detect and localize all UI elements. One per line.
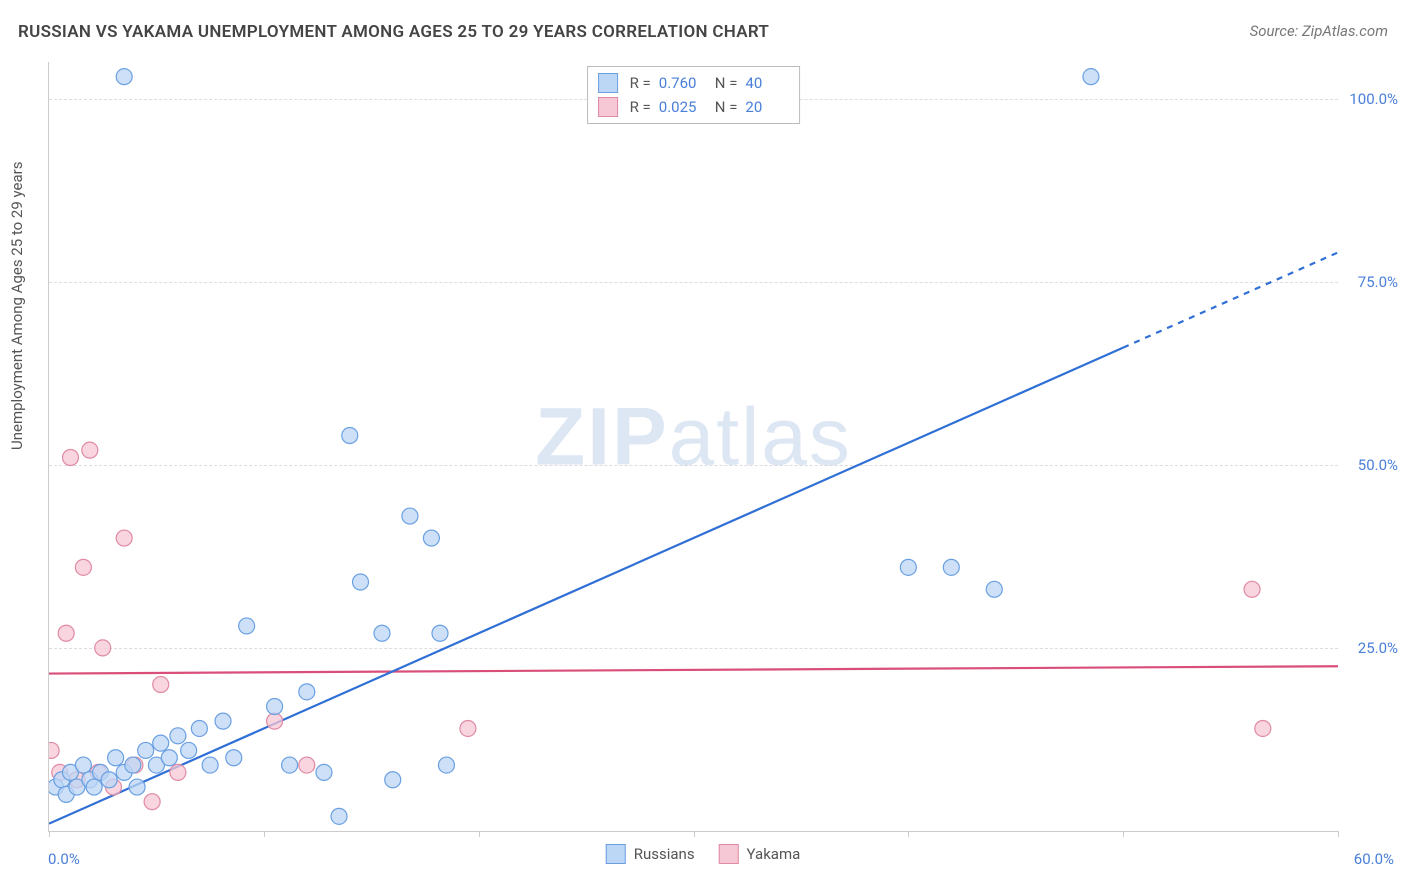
data-point [125,757,141,773]
legend-swatch-yakama [719,844,739,864]
legend-swatch-russians [598,73,618,93]
y-axis-label: Unemployment Among Ages 25 to 29 years [8,162,26,450]
data-point [267,713,283,729]
trend-line-extrapolated [1123,252,1338,347]
data-point [1255,720,1271,736]
data-point [460,720,476,736]
legend-item-yakama: Yakama [719,844,801,864]
trend-line [49,666,1338,673]
data-point [170,764,186,780]
data-point [129,779,145,795]
chart-svg [49,62,1338,831]
data-point [331,808,347,824]
legend-swatch-yakama [598,97,618,117]
stats-legend-row: R = 0.025 N = 20 [598,95,790,119]
trend-line [49,348,1123,824]
source-attribution: Source: ZipAtlas.com [1250,22,1388,40]
x-tick [479,831,480,837]
data-point [215,713,231,729]
bottom-legend: Russians Yakama [606,844,801,864]
n-value-yakama: 20 [745,98,789,116]
y-tick-label: 25.0% [1343,639,1398,657]
n-value-russians: 40 [745,74,789,92]
r-value-russians: 0.760 [659,74,703,92]
data-point [226,750,242,766]
data-point [282,757,298,773]
data-point [353,574,369,590]
data-point [432,625,448,641]
data-point [423,530,439,546]
legend-swatch-russians [606,844,626,864]
data-point [374,625,390,641]
r-label: R = [630,98,651,116]
r-label: R = [630,74,651,92]
data-point [58,625,74,641]
data-point [116,69,132,85]
data-point [62,449,78,465]
data-point [82,442,98,458]
data-point [438,757,454,773]
data-point [1244,581,1260,597]
data-point [144,794,160,810]
x-tick [1123,831,1124,837]
x-tick [264,831,265,837]
data-point [49,742,59,758]
plot-area: ZIPatlas R = 0.760 N = 40 R = 0.025 N = … [48,62,1338,832]
data-point [101,772,117,788]
legend-label-yakama: Yakama [747,845,801,863]
data-point [95,640,111,656]
data-point [402,508,418,524]
data-point [138,742,154,758]
data-point [202,757,218,773]
x-tick [49,831,50,837]
data-point [153,735,169,751]
x-axis-min-label: 0.0% [48,850,80,868]
data-point [75,559,91,575]
r-value-yakama: 0.025 [659,98,703,116]
data-point [153,677,169,693]
data-point [75,757,91,773]
stats-legend-row: R = 0.760 N = 40 [598,71,790,95]
data-point [943,559,959,575]
data-point [385,772,401,788]
data-point [170,728,186,744]
data-point [239,618,255,634]
y-tick-label: 75.0% [1343,273,1398,291]
x-tick [1338,831,1339,837]
data-point [86,779,102,795]
data-point [1083,69,1099,85]
data-point [316,764,332,780]
n-label: N = [715,98,738,116]
data-point [181,742,197,758]
data-point [108,750,124,766]
y-tick-label: 50.0% [1343,456,1398,474]
y-tick-label: 100.0% [1343,90,1398,108]
data-point [116,530,132,546]
chart-title: RUSSIAN VS YAKAMA UNEMPLOYMENT AMONG AGE… [18,22,769,42]
data-point [986,581,1002,597]
legend-label-russians: Russians [634,845,695,863]
data-point [161,750,177,766]
data-point [267,698,283,714]
n-label: N = [715,74,738,92]
data-point [342,428,358,444]
x-axis-max-label: 60.0% [1354,850,1394,868]
data-point [299,684,315,700]
legend-item-russians: Russians [606,844,695,864]
data-point [900,559,916,575]
data-point [191,720,207,736]
data-point [299,757,315,773]
stats-legend: R = 0.760 N = 40 R = 0.025 N = 20 [587,66,801,124]
x-tick [908,831,909,837]
x-tick [694,831,695,837]
